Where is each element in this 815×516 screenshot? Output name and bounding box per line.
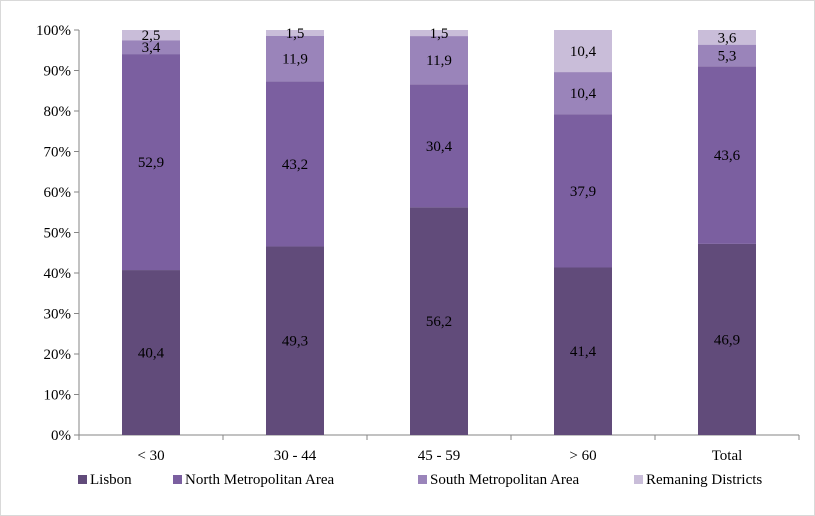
y-tick-label: 50% [44, 226, 72, 242]
y-tick-label: 80% [44, 104, 72, 120]
bar-segment [410, 84, 468, 208]
data-label: 2,5 [142, 28, 161, 44]
x-tick-label: > 60 [569, 448, 596, 464]
data-label: 46,9 [714, 332, 740, 348]
bar-segment [410, 36, 468, 85]
data-label: 10,4 [570, 86, 597, 102]
legend-swatch [634, 475, 643, 484]
data-label: 43,2 [282, 157, 308, 173]
bar-segment [410, 30, 468, 37]
bar-segment [122, 30, 180, 41]
data-label: 52,9 [138, 155, 164, 171]
x-tick-label: 30 - 44 [274, 448, 317, 464]
legend-label: Remaning Districts [646, 472, 762, 488]
bar-segment [554, 114, 612, 268]
bar-segment [266, 30, 324, 36]
bar-segment [554, 267, 612, 435]
bar-segment [698, 66, 756, 244]
legend-swatch [418, 475, 427, 484]
bar-segment [698, 30, 756, 45]
data-label: 41,4 [570, 344, 597, 360]
legend: Lisbon North Metropolitan Area South Metro… [78, 472, 762, 488]
y-tick-label: 30% [44, 307, 72, 323]
data-label: 5,3 [718, 48, 737, 64]
bar-segment [122, 270, 180, 435]
data-label: 37,9 [570, 184, 596, 200]
data-label: 40,4 [138, 346, 165, 362]
legend-label: South Metropolitan Area [430, 472, 579, 488]
bar-segment [266, 35, 324, 82]
legend-label: North Metropolitan Area [185, 472, 334, 488]
y-tick-label: 40% [44, 266, 72, 282]
x-tick-label: Total [712, 448, 743, 464]
bar-segment [554, 30, 612, 73]
axes: 0% 10% 20% 30% 40% 50% 60% 70% 80% 90% 100% < 30 30 … [36, 23, 800, 464]
bar-segment [698, 243, 756, 435]
data-label: 10,4 [570, 44, 597, 60]
legend-label: Lisbon [90, 472, 132, 488]
data-label: 11,9 [426, 53, 452, 69]
y-tick-label: 90% [44, 64, 72, 80]
legend-swatch [78, 475, 87, 484]
legend-swatch [173, 475, 182, 484]
bar-segment [266, 81, 324, 247]
x-tick-label: < 30 [137, 448, 164, 464]
data-label: 3,4 [142, 40, 161, 56]
bar-segment [410, 207, 468, 435]
data-label: 11,9 [282, 51, 308, 67]
y-tick-label: 100% [36, 23, 71, 39]
y-tick-label: 20% [44, 347, 72, 363]
bars [122, 30, 756, 435]
data-label: 3,6 [718, 30, 737, 46]
data-label: 30,4 [426, 139, 453, 155]
bar-segment [698, 44, 756, 67]
bar-segment [122, 54, 180, 271]
y-tick-label: 60% [44, 185, 72, 201]
y-tick-label: 70% [44, 145, 72, 161]
bar-segment [122, 40, 180, 55]
data-label: 49,3 [282, 334, 308, 350]
data-labels: 40,4 52,9 3,42,5 49,3 43,2 11,9 1,5 56,2 30,4 11,… [138, 26, 741, 362]
bar-segment [266, 246, 324, 435]
data-label: 1,5 [286, 26, 305, 42]
x-tick-label: 45 - 59 [418, 448, 461, 464]
y-tick-label: 0% [51, 428, 71, 444]
data-label: 43,6 [714, 148, 741, 164]
bar-segment [554, 72, 612, 115]
y-tick-label: 10% [44, 388, 72, 404]
data-label: 1,5 [430, 26, 449, 42]
data-label: 56,2 [426, 314, 452, 330]
